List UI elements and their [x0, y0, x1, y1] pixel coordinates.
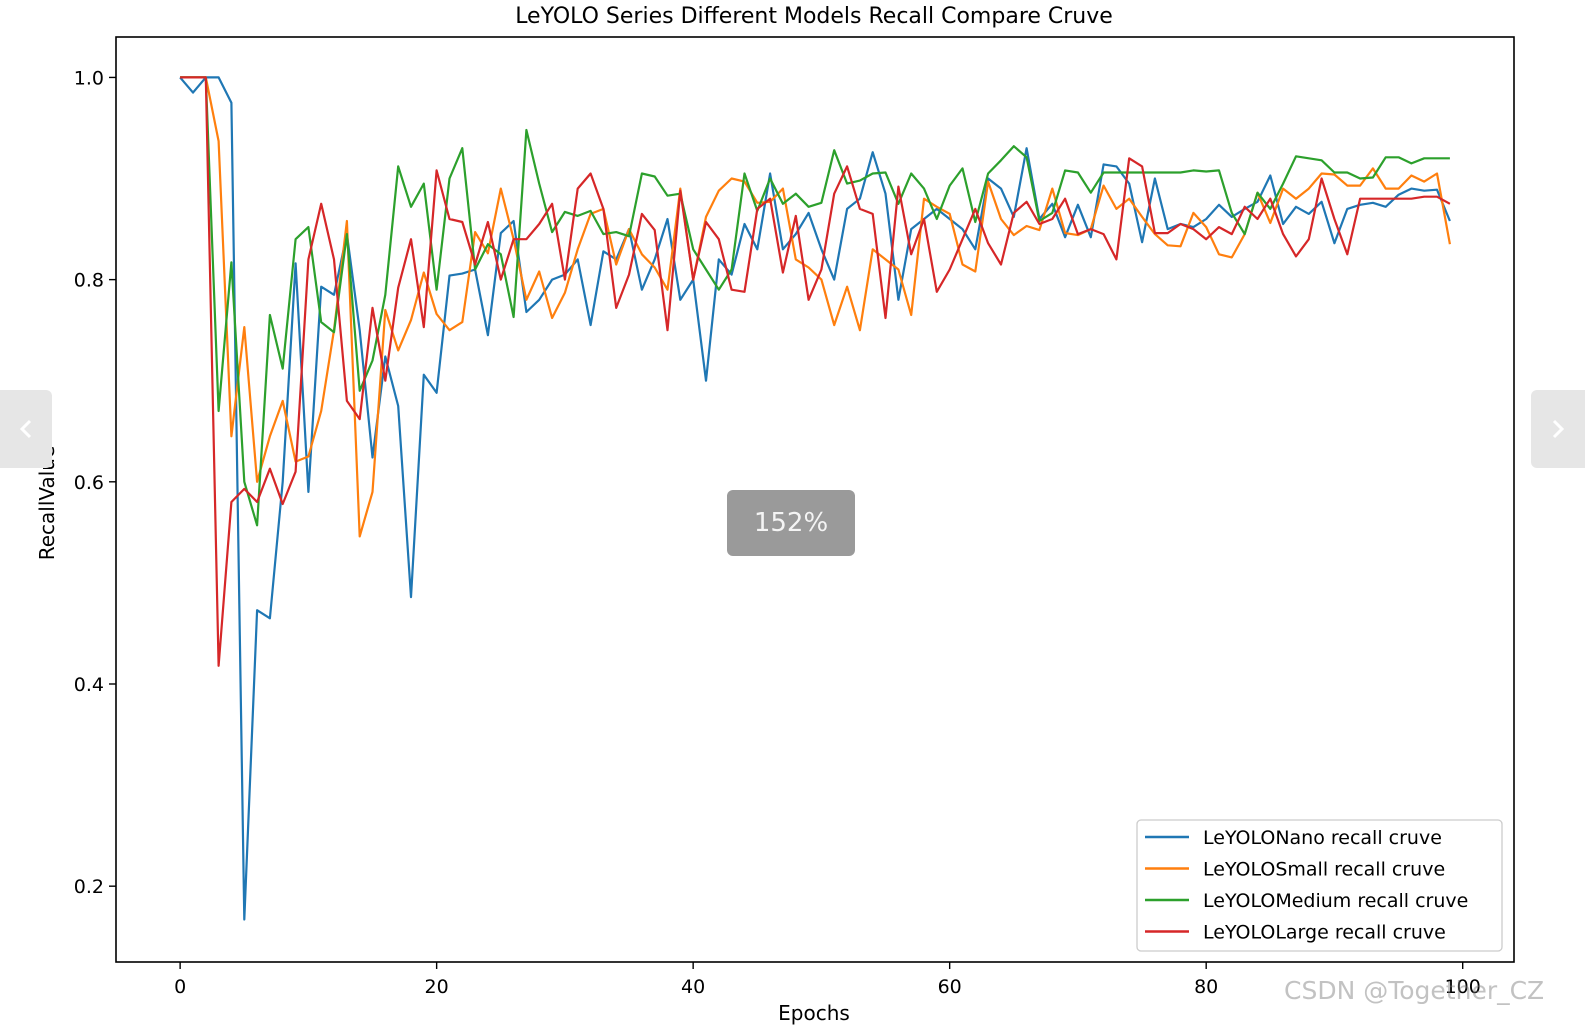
x-tick-label: 40 [681, 976, 705, 998]
x-axis: 0 20 40 60 80 100 [174, 962, 1481, 998]
x-axis-label: Epochs [778, 1001, 850, 1025]
legend-label-3: LeYOLOLarge recall cruve [1203, 922, 1446, 944]
y-tick-label: 0.4 [74, 674, 104, 696]
prev-image-button[interactable] [0, 390, 52, 468]
y-tick-label: 0.6 [74, 472, 104, 494]
chevron-right-icon [1552, 419, 1565, 439]
x-tick-label: 100 [1445, 976, 1481, 998]
series-line-2 [180, 76, 1450, 527]
y-tick-label: 0.2 [74, 876, 104, 898]
legend-label-2: LeYOLOMedium recall cruve [1203, 890, 1468, 912]
y-tick-label: 1.0 [74, 67, 104, 89]
y-tick-label: 0.8 [74, 270, 104, 292]
x-tick-label: 0 [174, 976, 186, 998]
y-axis: 0.2 0.4 0.6 0.8 1.0 [74, 67, 116, 898]
x-tick-label: 80 [1194, 976, 1218, 998]
next-image-button[interactable] [1531, 390, 1585, 468]
legend-label-0: LeYOLONano recall cruve [1203, 827, 1442, 849]
chart-title: LeYOLO Series Different Models Recall Co… [515, 4, 1113, 29]
plot-frame [115, 36, 1515, 963]
legend-label-1: LeYOLOSmall recall cruve [1203, 859, 1445, 881]
series-layer [179, 76, 1451, 921]
x-tick-label: 20 [425, 976, 449, 998]
x-tick-label: 60 [938, 976, 962, 998]
series-line-3 [180, 76, 1451, 667]
zoom-level-badge: 152% [727, 490, 855, 556]
series-line-1 [180, 76, 1451, 538]
legend: LeYOLONano recall cruve LeYOLOSmall recal… [1136, 819, 1503, 952]
chevron-left-icon [19, 419, 32, 439]
series-line-0 [179, 76, 1451, 921]
watermark: CSDN @Together_CZ [1284, 976, 1545, 1005]
legend-box [1136, 819, 1503, 952]
